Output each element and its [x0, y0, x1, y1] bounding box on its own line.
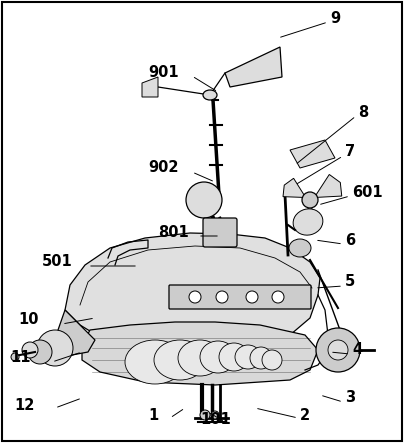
Polygon shape	[225, 47, 282, 87]
Text: 4: 4	[352, 342, 362, 358]
Circle shape	[272, 291, 284, 303]
Ellipse shape	[250, 347, 272, 369]
Text: 7: 7	[345, 144, 355, 159]
Text: 601: 601	[352, 184, 383, 199]
Circle shape	[189, 291, 201, 303]
Circle shape	[37, 330, 73, 366]
Text: 9: 9	[330, 11, 340, 26]
Text: 902: 902	[148, 160, 179, 175]
Circle shape	[22, 342, 38, 358]
Text: 10: 10	[18, 312, 38, 327]
Polygon shape	[290, 140, 335, 168]
Polygon shape	[299, 205, 321, 232]
Ellipse shape	[219, 343, 249, 371]
Text: 2: 2	[300, 408, 310, 424]
Ellipse shape	[125, 340, 185, 384]
Circle shape	[302, 192, 318, 208]
Text: 901: 901	[148, 65, 179, 79]
Text: 6: 6	[345, 233, 355, 248]
Ellipse shape	[154, 340, 206, 380]
Circle shape	[186, 182, 222, 218]
Text: 801: 801	[158, 225, 189, 240]
Polygon shape	[142, 77, 158, 97]
Ellipse shape	[203, 90, 217, 100]
Text: 101: 101	[200, 412, 231, 427]
Ellipse shape	[178, 340, 222, 376]
Circle shape	[246, 291, 258, 303]
Text: 11: 11	[10, 350, 30, 365]
Text: 12: 12	[14, 397, 34, 412]
Polygon shape	[314, 175, 342, 198]
Circle shape	[28, 340, 52, 364]
Polygon shape	[82, 322, 318, 385]
Ellipse shape	[289, 239, 311, 257]
Text: 1: 1	[148, 408, 158, 424]
Text: 5: 5	[345, 275, 355, 289]
Ellipse shape	[235, 345, 261, 369]
Text: 3: 3	[345, 390, 355, 405]
FancyBboxPatch shape	[169, 285, 311, 309]
Ellipse shape	[262, 350, 282, 370]
Polygon shape	[65, 233, 320, 358]
Circle shape	[216, 291, 228, 303]
Text: 8: 8	[358, 105, 368, 120]
Text: 501: 501	[42, 254, 73, 269]
Circle shape	[200, 410, 210, 420]
Circle shape	[211, 411, 219, 419]
Polygon shape	[58, 310, 95, 355]
Ellipse shape	[293, 209, 323, 235]
Circle shape	[316, 328, 360, 372]
Polygon shape	[283, 178, 306, 198]
Circle shape	[11, 353, 19, 361]
Circle shape	[328, 340, 348, 360]
FancyBboxPatch shape	[203, 218, 237, 247]
Ellipse shape	[200, 341, 236, 373]
